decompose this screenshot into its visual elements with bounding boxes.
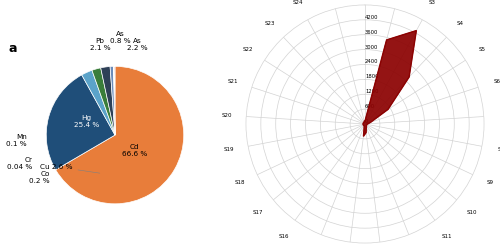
Wedge shape — [110, 66, 115, 135]
Wedge shape — [56, 66, 184, 204]
Polygon shape — [363, 31, 416, 136]
Text: As
2.2 %: As 2.2 % — [126, 38, 148, 51]
Text: As
0.8 %: As 0.8 % — [110, 31, 130, 44]
Wedge shape — [114, 66, 115, 135]
Wedge shape — [92, 68, 115, 135]
Text: Pb
2.1 %: Pb 2.1 % — [90, 38, 110, 51]
Text: Mn
0.1 %: Mn 0.1 % — [6, 134, 27, 147]
Text: Hg
25.4 %: Hg 25.4 % — [74, 115, 99, 128]
Wedge shape — [100, 66, 115, 135]
Wedge shape — [46, 75, 115, 170]
Wedge shape — [82, 70, 115, 135]
Text: Cu 2.6 %: Cu 2.6 % — [40, 164, 100, 173]
Text: Co
0.2 %: Co 0.2 % — [29, 171, 50, 184]
Text: a: a — [8, 42, 17, 55]
Wedge shape — [114, 66, 115, 135]
Text: Cr
0.04 %: Cr 0.04 % — [7, 157, 32, 170]
Text: Cd
66.6 %: Cd 66.6 % — [122, 144, 147, 157]
Wedge shape — [114, 66, 115, 135]
